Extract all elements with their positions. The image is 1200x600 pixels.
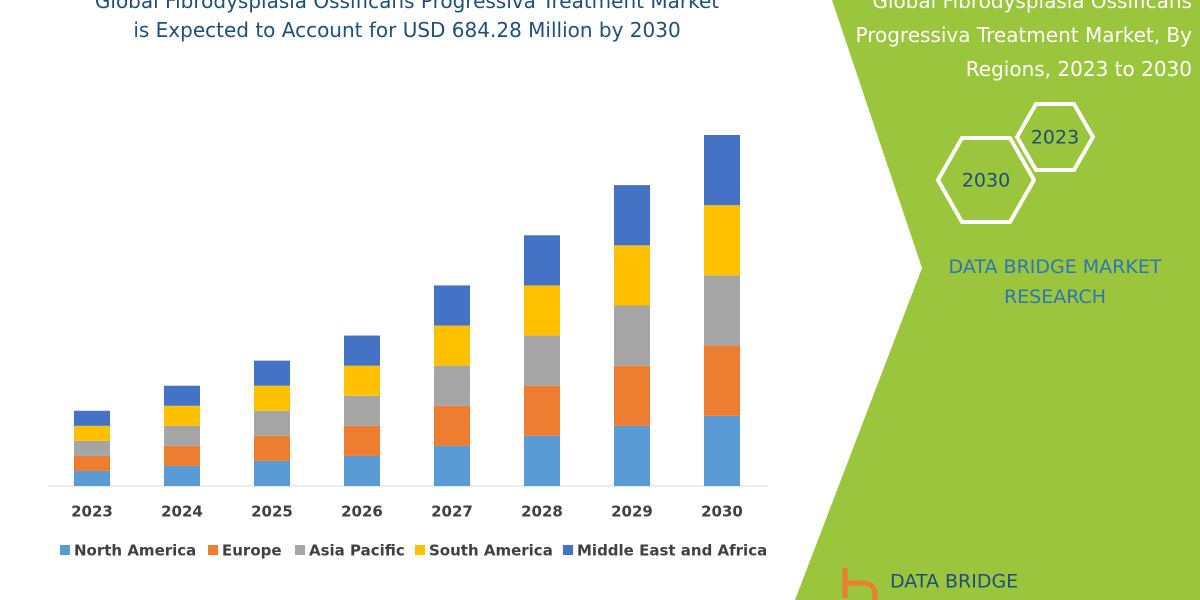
bar-segment (254, 385, 290, 411)
bar-segment (434, 285, 470, 326)
bar-segment (524, 285, 560, 336)
hexagon (1014, 102, 1096, 172)
bar-segment (344, 395, 380, 426)
bar-segment (434, 405, 470, 446)
x-tick-label: 2026 (341, 503, 383, 521)
bar-segment (164, 385, 200, 406)
legend-label: North America (74, 542, 196, 560)
legend-label: Middle East and Africa (577, 542, 767, 560)
bar-segment (704, 345, 740, 416)
bar-segment (524, 235, 560, 286)
bar-segment (524, 335, 560, 386)
bar-segment (254, 460, 290, 486)
x-tick-label: 2024 (161, 503, 203, 521)
bar-segment (164, 425, 200, 446)
panel-title: Global Fibrodysplasia Ossificans Progres… (855, 0, 1192, 81)
bar-segment (614, 245, 650, 306)
bar-segment (434, 325, 470, 366)
legend-swatch (208, 545, 218, 555)
legend-label: Asia Pacific (309, 542, 405, 560)
logo-icon (842, 568, 878, 600)
bar-segment (524, 385, 560, 436)
bar-segment (614, 365, 650, 426)
bar-segment (254, 360, 290, 386)
hexagon-label: 2030 (962, 170, 1010, 192)
bar-segment (704, 275, 740, 346)
legend-swatch (415, 545, 425, 555)
x-tick-label: 2030 (701, 503, 743, 521)
bar-segment (164, 445, 200, 466)
bar-segment (704, 205, 740, 276)
bar-segment (524, 435, 560, 486)
logo-text: DATA BRIDGE (890, 571, 1018, 593)
chart-title: Global Fibrodysplasia Ossificans Progres… (94, 0, 720, 42)
legend-swatch (563, 545, 573, 555)
bar-segment (704, 135, 740, 206)
legend-swatch (60, 545, 70, 555)
legend-label: South America (429, 542, 553, 560)
bar-segment (704, 415, 740, 486)
bar-segment (74, 410, 110, 426)
bar-segment (74, 425, 110, 441)
bar-segment (614, 425, 650, 486)
bar-segment (164, 405, 200, 426)
bar-segment (74, 455, 110, 471)
bar-segment (344, 425, 380, 456)
bar-segment (344, 365, 380, 396)
bar-segment (614, 185, 650, 246)
legend-swatch (295, 545, 305, 555)
bar-segment (434, 445, 470, 486)
bar-segment (254, 435, 290, 461)
x-tick-label: 2023 (71, 503, 113, 521)
bar-segment (344, 335, 380, 366)
x-tick-label: 2029 (611, 503, 653, 521)
x-tick-label: 2027 (431, 503, 473, 521)
x-tick-label: 2028 (521, 503, 563, 521)
hexagon (935, 136, 1037, 224)
brand-text: DATA BRIDGE MARKET RESEARCH (948, 256, 1162, 308)
bar-segment (614, 305, 650, 366)
side-panel (795, 0, 1200, 600)
bar-segment (74, 440, 110, 456)
bar-segment (344, 455, 380, 486)
bar-segment (164, 465, 200, 486)
bar-segment (74, 470, 110, 486)
legend-label: Europe (222, 542, 282, 560)
hexagon-label: 2023 (1031, 127, 1079, 149)
bar-segment (434, 365, 470, 406)
bar-segment (254, 410, 290, 436)
x-tick-label: 2025 (251, 503, 293, 521)
